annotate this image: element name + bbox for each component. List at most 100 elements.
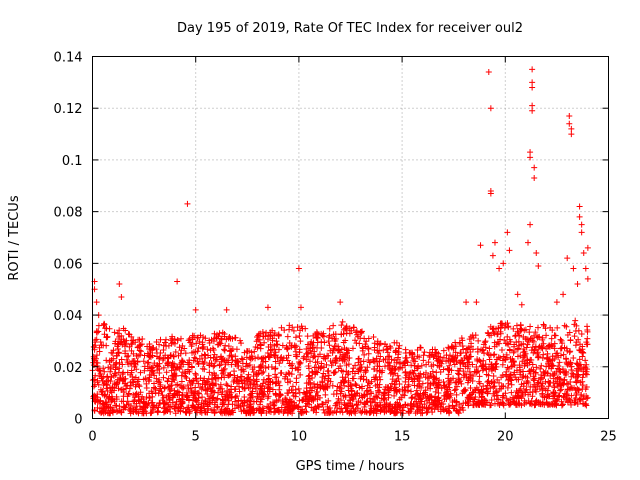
roti-point — [153, 375, 160, 382]
roti-point — [568, 125, 575, 132]
roti-point — [350, 408, 357, 415]
roti-point — [286, 370, 293, 377]
roti-point — [551, 392, 558, 399]
roti-point — [167, 352, 174, 359]
roti-point — [491, 239, 498, 246]
roti-point — [387, 370, 394, 377]
roti-point — [125, 361, 132, 368]
roti-point — [251, 348, 258, 355]
roti-point — [150, 404, 157, 411]
roti-point — [90, 343, 97, 350]
roti-point — [281, 375, 288, 382]
roti-point — [322, 391, 329, 398]
roti-point — [400, 404, 407, 411]
roti-point — [552, 332, 559, 339]
roti-point — [561, 344, 568, 351]
roti-point — [426, 404, 433, 411]
roti-point — [190, 348, 197, 355]
roti-point — [256, 364, 263, 371]
roti-point — [243, 347, 250, 354]
roti-point — [276, 386, 283, 393]
roti-point — [170, 339, 177, 346]
roti-point — [465, 377, 472, 384]
roti-point — [446, 410, 453, 417]
roti-point — [105, 404, 112, 411]
roti-point — [465, 402, 472, 409]
roti-point — [156, 387, 163, 394]
roti-point — [330, 391, 337, 398]
roti-point — [143, 385, 150, 392]
roti-point — [93, 329, 100, 336]
roti-point — [350, 324, 357, 331]
roti-point — [308, 404, 315, 411]
roti-point — [545, 363, 552, 370]
roti-point — [553, 350, 560, 357]
roti-point — [490, 326, 497, 333]
roti-point — [338, 397, 345, 404]
roti-point — [102, 399, 109, 406]
roti-point — [441, 396, 448, 403]
roti-point — [566, 112, 573, 119]
roti-point — [121, 341, 128, 348]
roti-point — [338, 367, 345, 374]
roti-point — [489, 325, 496, 332]
roti-point — [339, 374, 346, 381]
roti-point — [215, 341, 222, 348]
roti-point — [338, 322, 345, 329]
roti-point — [543, 345, 550, 352]
roti-point — [506, 336, 513, 343]
roti-point — [357, 329, 364, 336]
roti-point — [114, 330, 121, 337]
roti-point — [373, 402, 380, 409]
roti-point — [584, 275, 591, 282]
roti-point — [496, 379, 503, 386]
roti-point — [393, 339, 400, 346]
roti-point — [459, 360, 466, 367]
roti-point — [453, 383, 460, 390]
roti-point — [388, 408, 395, 415]
roti-point — [122, 350, 129, 357]
roti-point — [404, 387, 411, 394]
roti-point — [287, 378, 294, 385]
roti-point — [120, 336, 127, 343]
roti-point — [531, 346, 538, 353]
roti-point — [352, 381, 359, 388]
roti-point — [396, 342, 403, 349]
roti-point — [97, 370, 104, 377]
roti-point — [487, 385, 494, 392]
roti-point — [305, 379, 312, 386]
roti-point — [505, 399, 512, 406]
roti-point — [172, 348, 179, 355]
roti-point — [357, 408, 364, 415]
roti-point — [493, 389, 500, 396]
roti-point — [249, 385, 256, 392]
roti-point — [284, 409, 291, 416]
roti-point — [318, 363, 325, 370]
x-tick-label: 25 — [600, 430, 617, 445]
roti-point — [236, 388, 243, 395]
roti-point — [410, 357, 417, 364]
roti-point — [437, 403, 444, 410]
roti-point — [140, 358, 147, 365]
roti-point — [475, 368, 482, 375]
roti-point — [486, 345, 493, 352]
roti-point — [160, 374, 167, 381]
roti-point — [575, 387, 582, 394]
roti-point — [109, 350, 116, 357]
roti-point — [367, 402, 374, 409]
roti-point — [297, 338, 304, 345]
roti-point — [247, 376, 254, 383]
roti-point — [114, 379, 121, 386]
roti-point — [295, 366, 302, 373]
roti-point — [520, 340, 527, 347]
roti-point — [516, 342, 523, 349]
roti-point — [185, 366, 192, 373]
roti-point — [261, 339, 268, 346]
roti-point — [570, 265, 577, 272]
roti-point — [116, 359, 123, 366]
roti-point — [366, 384, 373, 391]
roti-point — [515, 329, 522, 336]
roti-point — [273, 392, 280, 399]
roti-point — [446, 404, 453, 411]
roti-point — [578, 348, 585, 355]
